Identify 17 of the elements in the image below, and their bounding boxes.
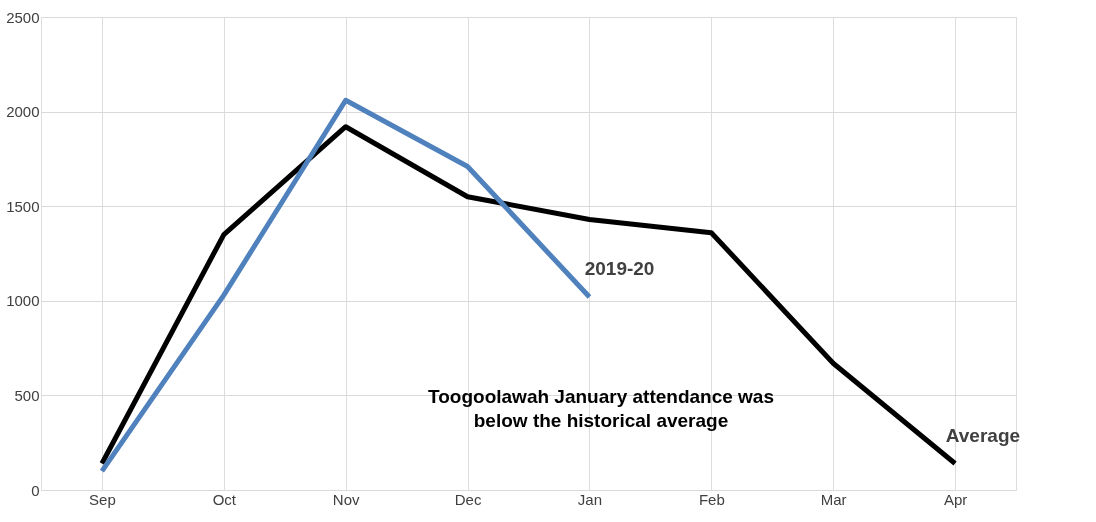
x-tick-label: Jan bbox=[577, 490, 603, 508]
x-tick-label: Sep bbox=[89, 490, 116, 508]
x-tick-label: Mar bbox=[820, 490, 847, 508]
series-label: 2019-20 bbox=[584, 258, 655, 280]
x-tick-label: Nov bbox=[332, 490, 361, 508]
y-tick-label: 1500 bbox=[6, 197, 40, 215]
y-tick-label: 2000 bbox=[6, 103, 40, 121]
series-label: Average bbox=[945, 424, 1021, 446]
y-tick-label: 0 bbox=[31, 481, 40, 499]
x-tick-label: Dec bbox=[454, 490, 482, 508]
annotation: Toogoolawah January attendance was below the historical average bbox=[428, 386, 774, 431]
y-tick-label: 1000 bbox=[6, 292, 40, 310]
y-tick-label: 500 bbox=[14, 386, 40, 404]
x-tick-label: Apr bbox=[943, 490, 968, 508]
x-tick-label: Oct bbox=[212, 490, 237, 508]
y-tick-label: 2500 bbox=[6, 8, 40, 26]
x-tick-label: Feb bbox=[698, 490, 725, 508]
